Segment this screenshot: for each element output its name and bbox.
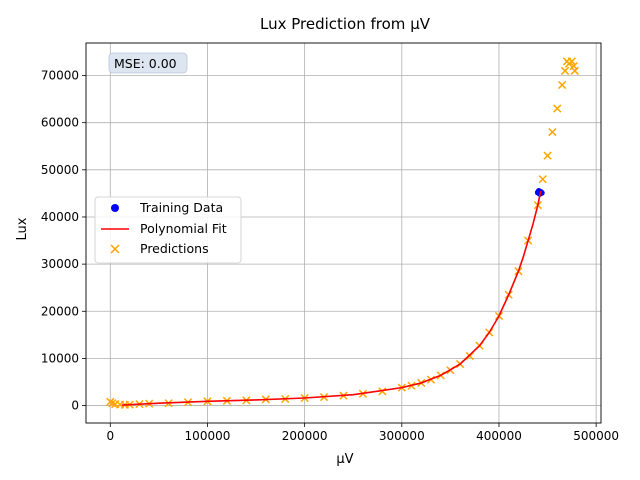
x-axis-label: µV (336, 452, 353, 467)
y-tick-label: 60000 (41, 116, 79, 130)
legend-marker-predictions (110, 244, 120, 254)
prediction-point (538, 175, 547, 184)
legend-marker-training (111, 204, 119, 212)
prediction-point (558, 80, 567, 90)
prediction-point (553, 104, 562, 113)
x-tick-label: 200000 (282, 429, 328, 443)
plot-layer: 0 100000 200000 300000 400000 500000 0 10000 200… (41, 42, 619, 443)
x-tick-label: 500000 (573, 429, 619, 443)
prediction-point (567, 57, 576, 66)
y-tick-label: 20000 (41, 304, 79, 318)
x-tick-label: 400000 (476, 429, 522, 443)
prediction-point (570, 66, 579, 75)
x-tick-label: 300000 (379, 429, 425, 443)
y-axis-label: Lux (15, 217, 30, 240)
x-tick-label: 0 (106, 429, 114, 443)
fit-line (121, 190, 542, 406)
legend-label-training: Training Data (139, 200, 223, 215)
mse-annotation: MSE: 0.00 (114, 56, 177, 71)
y-tick-label: 30000 (41, 257, 79, 271)
prediction-point (560, 66, 570, 75)
x-tick-label: 100000 (185, 429, 231, 443)
chart-title: Lux Prediction from µV (260, 15, 431, 33)
mse-box (108, 52, 188, 74)
y-tick-label: 40000 (41, 210, 79, 224)
y-tick-label: 10000 (41, 351, 79, 365)
y-tick-label: 50000 (41, 163, 79, 177)
prediction-point (543, 151, 552, 160)
y-tick-label: 70000 (41, 69, 79, 83)
legend-label-predictions: Predictions (140, 241, 209, 256)
legend-label-fit: Polynomial Fit (140, 221, 227, 236)
y-tick-label: 0 (71, 399, 79, 413)
prediction-point (378, 387, 387, 396)
prediction-point (548, 127, 557, 137)
plot-frame (85, 42, 602, 424)
legend-box (94, 196, 242, 264)
